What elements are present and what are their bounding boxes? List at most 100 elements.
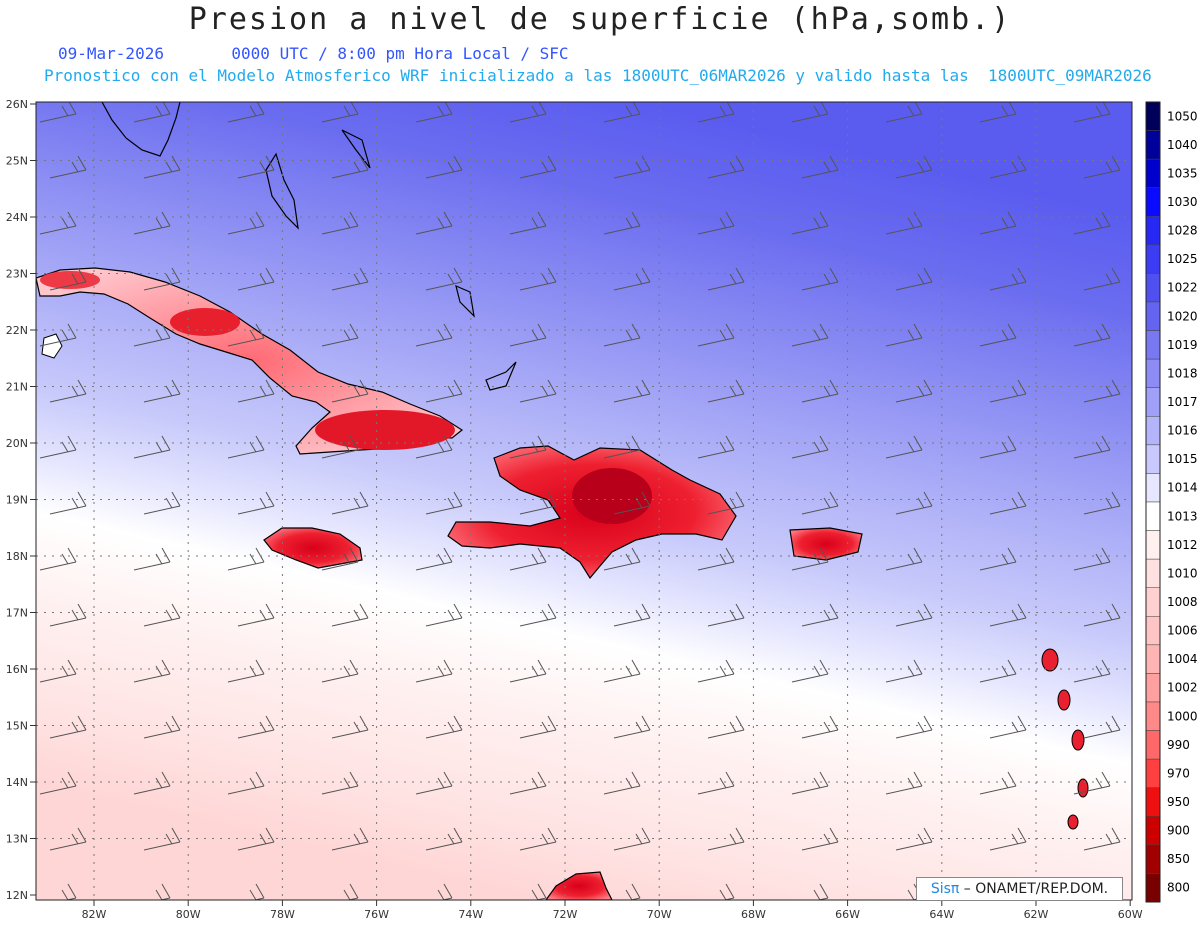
- wind-barb: [39, 771, 77, 795]
- jamaica-landmass: [263, 527, 363, 569]
- wind-barb: [321, 659, 359, 683]
- colorbar-swatch: [1145, 158, 1161, 188]
- wind-barb: [719, 883, 735, 900]
- wind-barb: [509, 771, 547, 795]
- wind-barb: [519, 827, 557, 851]
- wind-barb: [697, 659, 735, 683]
- plot-frame: [35, 101, 1133, 901]
- colorbar-label: 1015: [1167, 452, 1198, 466]
- wind-barb: [813, 883, 829, 900]
- colorbar-label: 1030: [1167, 195, 1198, 209]
- wind-barb: [895, 715, 933, 739]
- wind-barb: [331, 267, 369, 291]
- wind-barb: [895, 267, 933, 291]
- wind-barb: [801, 827, 839, 851]
- colorbar-label: 1016: [1167, 424, 1198, 438]
- lat-label: 15N: [6, 720, 28, 733]
- colorbar-swatch: [1145, 730, 1161, 760]
- wind-barb: [249, 883, 265, 900]
- wind-barb: [227, 547, 265, 571]
- wind-barb: [331, 715, 369, 739]
- colorbar-swatch: [1145, 444, 1161, 474]
- wind-barb: [143, 827, 181, 851]
- lat-label: 26N: [6, 98, 28, 111]
- wind-barb: [133, 323, 171, 347]
- colorbar-label: 970: [1167, 766, 1190, 780]
- wind-barbs: [39, 102, 1121, 900]
- lon-label: 72W: [553, 908, 578, 921]
- wind-barb: [979, 323, 1017, 347]
- colorbar-label: 1012: [1167, 538, 1198, 552]
- wind-barb: [143, 715, 181, 739]
- colorbar-swatch: [1145, 358, 1161, 388]
- wind-barb: [227, 659, 265, 683]
- colorbar-swatch: [1145, 187, 1161, 217]
- colorbar-swatch: [1145, 558, 1161, 588]
- wind-barb: [707, 715, 745, 739]
- wind-barb: [895, 379, 933, 403]
- wind-barb: [519, 155, 557, 179]
- wind-barb: [979, 771, 1017, 795]
- wind-barb: [801, 155, 839, 179]
- colorbar: 1050 1040 1035 1030 1028 1025 1022 1020 1019 1018…: [1145, 101, 1198, 903]
- wind-barb: [321, 323, 359, 347]
- wind-barb: [613, 715, 651, 739]
- wind-barb: [519, 267, 557, 291]
- wind-barb: [143, 603, 181, 627]
- lon-label: 68W: [741, 908, 766, 921]
- wind-barb: [237, 827, 275, 851]
- colorbar-swatch: [1145, 530, 1161, 560]
- wind-barb: [227, 771, 265, 795]
- st-lucia: [1077, 778, 1089, 798]
- wind-barb: [603, 659, 641, 683]
- wind-barb: [49, 155, 87, 179]
- wind-barb: [979, 659, 1017, 683]
- wind-barb: [1083, 603, 1121, 627]
- wind-barb: [885, 659, 923, 683]
- isla-juventud: [41, 333, 63, 359]
- wind-barb: [39, 323, 77, 347]
- forecast-time: 0000 UTC / 8:00 pm Hora Local / SFC: [231, 44, 569, 63]
- bahamas-outline-4: [485, 361, 517, 391]
- colorbar-label: 1050: [1167, 109, 1198, 123]
- wind-barb: [39, 547, 77, 571]
- puerto-rico-landmass: [789, 527, 863, 561]
- lat-label: 25N: [6, 155, 28, 168]
- hispaniola-core: [572, 468, 652, 524]
- wind-barb: [61, 883, 77, 900]
- wind-barb: [791, 547, 829, 571]
- lon-label: 74W: [458, 908, 483, 921]
- colorbar-label: 1002: [1167, 681, 1198, 695]
- lat-label: 22N: [6, 324, 28, 337]
- wind-barb: [613, 827, 651, 851]
- colorbar-label: 1000: [1167, 709, 1198, 723]
- wind-barb: [49, 715, 87, 739]
- colorbar-swatch: [1145, 644, 1161, 674]
- wind-barb: [603, 323, 641, 347]
- colorbar-swatch: [1145, 587, 1161, 617]
- wind-barb: [613, 267, 651, 291]
- wind-barb: [227, 211, 265, 235]
- lat-label: 24N: [6, 211, 28, 224]
- colorbar-swatch: [1145, 616, 1161, 646]
- wind-barb: [1073, 323, 1111, 347]
- wind-barb: [39, 435, 77, 459]
- forecast-date: 09-Mar-2026: [58, 44, 164, 63]
- colorbar-swatch: [1145, 473, 1161, 503]
- lon-label: 60W: [1118, 908, 1143, 921]
- colorbar-swatch: [1145, 216, 1161, 246]
- wind-barb: [1073, 547, 1111, 571]
- wind-barb: [425, 715, 463, 739]
- wind-barb: [697, 211, 735, 235]
- colorbar-label: 1008: [1167, 595, 1198, 609]
- south-america-coast: [545, 871, 613, 900]
- wind-barb: [415, 211, 453, 235]
- lat-label: 13N: [6, 833, 28, 846]
- colorbar-swatch: [1145, 673, 1161, 703]
- wind-barb: [1073, 435, 1111, 459]
- wind-barb: [885, 323, 923, 347]
- wind-barb: [425, 603, 463, 627]
- wind-barb: [343, 883, 359, 900]
- wind-barb: [425, 155, 463, 179]
- lat-label: 18N: [6, 550, 28, 563]
